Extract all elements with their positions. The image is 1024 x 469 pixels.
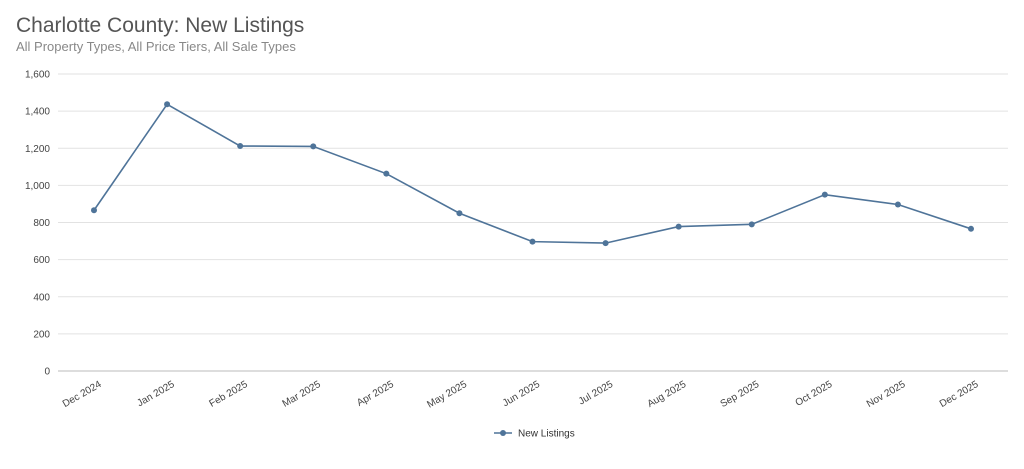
legend-marker bbox=[500, 430, 506, 436]
y-tick-label: 1,000 bbox=[25, 181, 50, 192]
data-point[interactable] bbox=[91, 207, 97, 214]
data-point[interactable] bbox=[164, 101, 171, 108]
y-tick-label: 1,200 bbox=[25, 144, 50, 155]
x-tick-label: Feb 2025 bbox=[208, 379, 250, 410]
legend-label[interactable]: New Listings bbox=[518, 429, 575, 440]
data-point[interactable] bbox=[383, 170, 390, 177]
x-tick-label: Jul 2025 bbox=[577, 379, 616, 408]
data-point[interactable] bbox=[456, 210, 463, 217]
x-tick-label: Jun 2025 bbox=[501, 379, 543, 409]
x-tick-label: Apr 2025 bbox=[355, 379, 396, 409]
x-tick-label: Oct 2025 bbox=[794, 379, 835, 409]
chart-subtitle: All Property Types, All Price Tiers, All… bbox=[16, 39, 296, 54]
x-tick-label: Nov 2025 bbox=[865, 379, 908, 410]
data-point[interactable] bbox=[748, 221, 755, 228]
x-tick-label: Aug 2025 bbox=[646, 379, 689, 410]
y-tick-label: 1,400 bbox=[25, 107, 50, 118]
data-point[interactable] bbox=[968, 225, 974, 232]
data-point[interactable] bbox=[675, 223, 682, 230]
y-tick-label: 800 bbox=[33, 218, 50, 229]
x-tick-label: Mar 2025 bbox=[281, 379, 323, 410]
y-tick-label: 600 bbox=[33, 255, 50, 266]
data-point[interactable] bbox=[894, 201, 901, 208]
x-tick-label: Dec 2024 bbox=[61, 379, 104, 410]
x-tick-label: Sep 2025 bbox=[719, 379, 762, 410]
data-point[interactable] bbox=[602, 240, 609, 247]
data-point[interactable] bbox=[310, 143, 317, 150]
y-tick-label: 400 bbox=[33, 292, 50, 303]
y-tick-label: 0 bbox=[44, 367, 50, 378]
data-point[interactable] bbox=[821, 191, 828, 198]
chart-title: Charlotte County: New Listings bbox=[16, 14, 305, 37]
x-tick-label: Jan 2025 bbox=[135, 379, 177, 409]
x-tick-label: Dec 2025 bbox=[938, 379, 981, 410]
data-point[interactable] bbox=[237, 143, 244, 150]
data-point[interactable] bbox=[529, 238, 536, 245]
y-tick-label: 1,600 bbox=[25, 70, 50, 81]
x-tick-label: May 2025 bbox=[425, 379, 469, 411]
y-tick-label: 200 bbox=[33, 329, 50, 340]
